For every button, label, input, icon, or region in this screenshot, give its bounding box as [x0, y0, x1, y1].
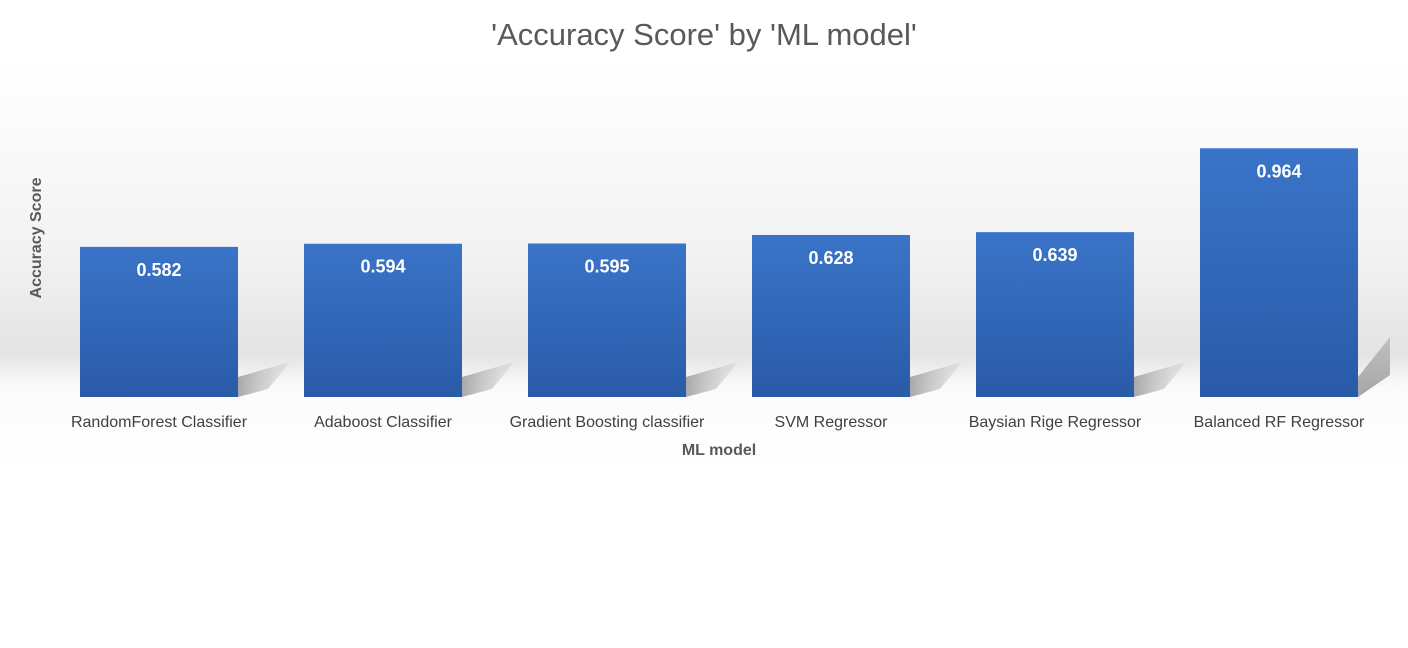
bar	[752, 234, 910, 397]
data-label: 0.582	[136, 260, 181, 280]
data-label: 0.628	[808, 248, 853, 268]
x-tick-labels-group: RandomForest Classifier Adaboost Classifi…	[71, 414, 1365, 431]
data-labels-group: 0.582 0.594 0.595 0.628 0.639 0.964	[136, 161, 1301, 280]
x-tick-label: RandomForest Classifier	[71, 414, 248, 431]
data-label: 0.594	[360, 257, 405, 277]
x-tick-label: Balanced RF Regressor	[1194, 414, 1365, 431]
x-axis-title: ML model	[682, 442, 756, 459]
bar-shadow	[1358, 337, 1390, 397]
bar	[1200, 148, 1358, 397]
x-tick-label: Adaboost Classifier	[314, 414, 453, 431]
bar-shadow	[686, 362, 738, 397]
bars-group	[80, 148, 1358, 397]
bar-shadows	[238, 337, 1390, 397]
chart-title: 'Accuracy Score' by 'ML model'	[491, 17, 917, 52]
bar-shadow	[910, 362, 962, 397]
bar-shadow	[1134, 362, 1186, 397]
x-tick-label: Baysian Rige Regressor	[969, 414, 1142, 431]
bar	[80, 246, 238, 397]
data-label: 0.964	[1256, 161, 1301, 181]
bar-shadow	[462, 362, 514, 397]
data-label: 0.639	[1032, 245, 1077, 265]
bar	[528, 243, 686, 397]
y-axis-title: Accuracy Score	[28, 177, 45, 298]
x-tick-label: Gradient Boosting classifier	[510, 414, 705, 431]
bar	[304, 243, 462, 397]
x-tick-label: SVM Regressor	[775, 414, 889, 431]
bar-shadow	[238, 362, 290, 397]
bar	[976, 232, 1134, 397]
data-label: 0.595	[584, 256, 629, 276]
